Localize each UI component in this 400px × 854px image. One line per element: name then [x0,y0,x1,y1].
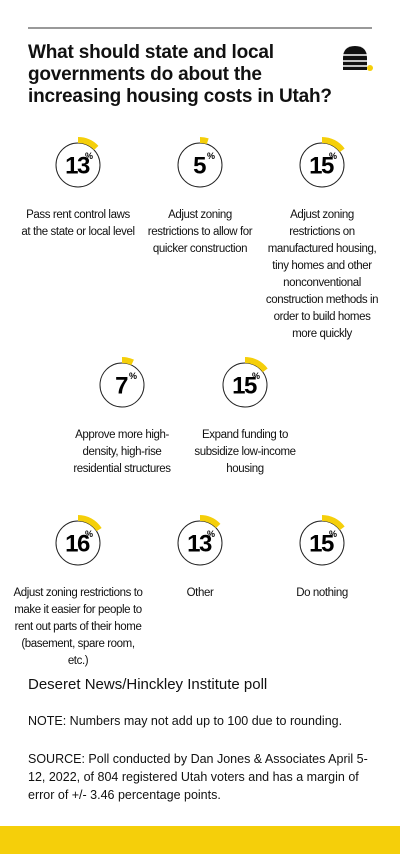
source: Deseret News/Hinckley Institute poll [28,676,268,693]
category-label: Adjust zoning restrictions to make it ea… [13,587,143,667]
value-arc [321,137,345,153]
unit-label: % [252,371,260,381]
note: NOTE: Numbers may not add up to 100 due … [28,714,343,728]
value-label: 13 [187,530,212,557]
logo [343,46,373,71]
value-arc [77,515,102,532]
category-label: Pass rent control laws at the state or l… [21,209,135,238]
unit-label: % [85,529,93,539]
value-arc [321,515,345,531]
value-label: 16 [65,530,90,557]
value-arc [121,357,134,366]
value-label: 7 [115,372,128,399]
category-label: Expand funding to subsidize low-income h… [194,429,296,475]
unit-label: % [129,371,137,381]
unit-label: % [329,151,337,161]
footer-band [0,826,400,854]
category-label: Approve more high-density, high-rise res… [73,429,171,475]
value-label: 15 [309,152,334,179]
chart-title: What should state and local governments … [28,42,332,107]
category-label: Do nothing [296,587,348,599]
unit-label: % [207,529,215,539]
value-arc [77,137,99,151]
category-label: Other [186,587,214,599]
value-arc [199,137,209,145]
value-label: 15 [309,530,334,557]
value-label: 13 [65,152,90,179]
value-label: 5 [193,152,206,179]
unit-label: % [85,151,93,161]
unit-label: % [207,151,215,161]
category-label: Adjust zoning restrictions to allow for … [147,209,253,255]
value-label: 15 [232,372,257,399]
value-arc [199,515,221,529]
value-arc [244,357,268,373]
category-label: Adjust zoning restrictions on manufactur… [265,209,379,340]
unit-label: % [329,529,337,539]
source-detail: SOURCE: Poll conducted by Dan Jones & As… [28,752,368,802]
